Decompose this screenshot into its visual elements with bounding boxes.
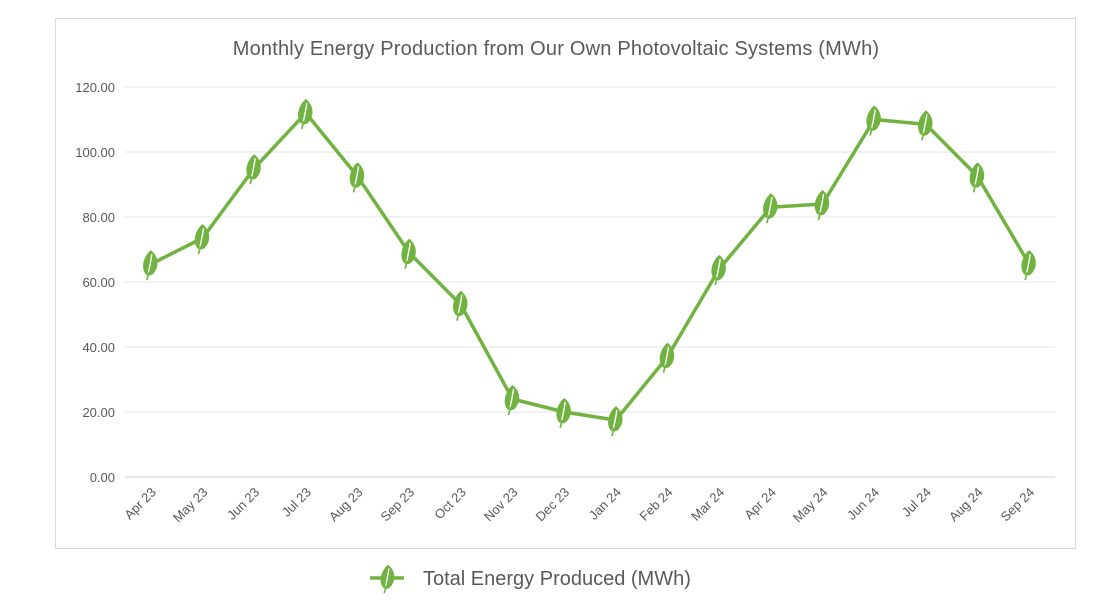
x-tick-label: Sep 24 [998, 485, 1038, 525]
y-tick-label: 100.00 [75, 145, 115, 160]
x-tick-label: Nov 23 [481, 485, 521, 525]
data-point-leaf-icon [142, 249, 159, 281]
x-tick-label: Jul 24 [899, 485, 934, 520]
x-axis-ticks: Apr 23 May 23 Jun 23 Jul 23 Aug 23 Sep 23 Oct … [121, 485, 1037, 526]
x-tick-label: Jun 24 [844, 485, 882, 523]
x-tick-label: Feb 24 [636, 485, 675, 524]
series-markers [142, 98, 1037, 437]
x-tick-label: Mar 24 [688, 485, 727, 524]
y-tick-label: 40.00 [82, 340, 115, 355]
y-tick-label: 20.00 [82, 405, 115, 420]
data-point-leaf-icon [607, 405, 624, 437]
y-tick-label: 120.00 [75, 80, 115, 95]
legend: Total Energy Produced (MWh) [370, 563, 691, 594]
data-point-leaf-icon [968, 161, 985, 194]
y-tick-label: 80.00 [82, 210, 115, 225]
x-tick-label: Oct 23 [431, 485, 469, 523]
data-point-leaf-icon [193, 223, 210, 255]
x-tick-label: Jun 23 [224, 485, 262, 523]
chart-title: Monthly Energy Production from Our Own P… [233, 38, 880, 60]
x-tick-label: Jul 23 [279, 485, 314, 520]
x-tick-label: Aug 24 [946, 485, 986, 525]
y-tick-label: 60.00 [82, 275, 115, 290]
x-tick-label: May 24 [790, 485, 831, 526]
y-axis-ticks: 0.00 20.00 40.00 60.00 80.00 100.00 120.00 [75, 80, 115, 485]
x-tick-label: Sep 23 [378, 485, 418, 525]
chart-frame [55, 18, 1076, 549]
x-tick-label: Apr 24 [741, 485, 779, 523]
y-tick-label: 0.00 [90, 470, 115, 485]
x-tick-label: May 23 [170, 485, 211, 526]
x-tick-label: Aug 23 [326, 485, 366, 525]
gridlines [125, 86, 1055, 478]
data-point-leaf-icon [762, 192, 779, 225]
x-tick-label: Dec 23 [533, 485, 573, 525]
series-line-layer [150, 111, 1031, 422]
x-tick-label: Jan 24 [586, 485, 624, 523]
series-line [150, 111, 1031, 422]
data-point-leaf-icon [297, 98, 314, 130]
leaf-icon [379, 563, 396, 594]
legend-label: Total Energy Produced (MWh) [423, 568, 691, 590]
data-point-leaf-icon [245, 153, 262, 186]
data-point-leaf-icon [555, 397, 572, 429]
x-tick-label: Apr 23 [121, 485, 159, 523]
data-point-leaf-icon [917, 109, 934, 142]
